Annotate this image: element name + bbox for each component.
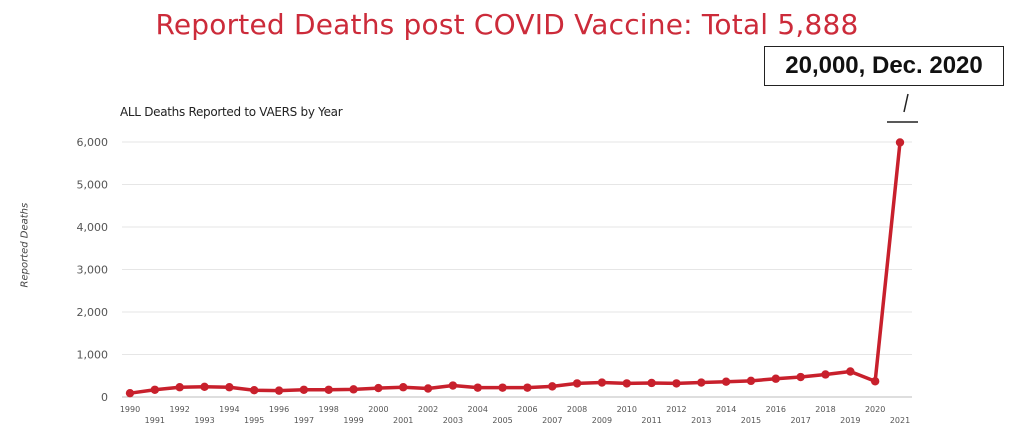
data-point	[125, 388, 135, 398]
x-tick-label: 1997	[294, 416, 314, 425]
data-point	[225, 383, 234, 392]
x-tick-label: 1999	[343, 416, 363, 425]
y-tick-label: 4,000	[77, 221, 109, 234]
x-tick-label: 2009	[592, 416, 612, 425]
x-tick-label: 2020	[865, 405, 885, 414]
y-tick-label: 2,000	[77, 306, 109, 319]
x-tick-label: 1993	[194, 416, 214, 425]
data-point	[349, 385, 358, 394]
callout-leader	[903, 93, 909, 113]
x-tick-label: 2011	[641, 416, 661, 425]
data-point	[895, 138, 905, 147]
data-point	[423, 384, 433, 393]
x-tick-label: 1990	[120, 405, 140, 414]
annotation-callout: 20,000, Dec. 2020	[764, 46, 1004, 86]
y-tick-label: 5,000	[77, 179, 109, 192]
data-point	[249, 386, 259, 395]
series-line	[129, 142, 902, 395]
data-point	[200, 382, 209, 391]
y-tick-label: 1,000	[77, 349, 109, 362]
data-point	[870, 377, 880, 386]
x-tick-label: 2017	[790, 416, 810, 425]
data-point	[597, 378, 607, 387]
x-axis-ticks: 1990 1991 1992 1993 1994 1995 1996 1997 1998 1999…	[120, 405, 910, 425]
x-tick-label: 1996	[269, 405, 289, 414]
y-tick-label: 0	[101, 391, 108, 404]
page-title: Reported Deaths post COVID Vaccine: Tota…	[155, 8, 859, 41]
data-point	[274, 386, 284, 395]
x-tick-label: 2019	[840, 416, 860, 425]
x-tick-label: 2016	[766, 405, 786, 414]
x-tick-label: 2006	[517, 405, 537, 414]
x-tick-label: 1998	[319, 405, 339, 414]
x-tick-label: 2002	[418, 405, 438, 414]
x-tick-label: 2014	[716, 405, 736, 414]
x-tick-label: 2015	[741, 416, 761, 425]
data-point	[299, 385, 309, 394]
data-point	[175, 383, 184, 392]
data-point	[150, 385, 160, 394]
x-tick-label: 2013	[691, 416, 711, 425]
data-point	[721, 377, 731, 386]
chart-title: ALL Deaths Reported to VAERS by Year	[120, 105, 343, 119]
y-tick-label: 6,000	[77, 136, 109, 149]
x-tick-label: 2000	[368, 405, 388, 414]
x-tick-label: 2003	[443, 416, 463, 425]
x-tick-label: 2018	[815, 405, 835, 414]
x-tick-label: 1992	[169, 405, 189, 414]
y-axis-ticks: 0 1,000 2,000 3,000 4,000 5,000 6,000	[77, 136, 109, 404]
data-point	[572, 379, 582, 388]
data-point	[473, 383, 482, 392]
x-tick-label: 2005	[492, 416, 512, 425]
x-tick-label: 1995	[244, 416, 264, 425]
data-point	[523, 383, 532, 392]
data-point	[796, 372, 805, 382]
x-tick-label: 2021	[890, 416, 910, 425]
callout-pointer	[887, 93, 918, 123]
data-point	[399, 383, 408, 392]
x-tick-label: 2012	[666, 405, 686, 414]
x-tick-label: 2001	[393, 416, 413, 425]
data-point	[622, 379, 631, 388]
x-tick-label: 2008	[567, 405, 587, 414]
data-point	[771, 374, 781, 383]
data-point	[846, 367, 855, 376]
data-point	[498, 383, 507, 392]
data-point	[324, 385, 333, 394]
data-point	[647, 378, 656, 388]
data-point	[746, 376, 756, 386]
x-tick-label: 1991	[145, 416, 165, 425]
x-tick-label: 1994	[219, 405, 239, 414]
x-tick-label: 2004	[468, 405, 488, 414]
series-deaths	[125, 138, 905, 398]
data-point	[374, 383, 383, 393]
data-point	[448, 381, 458, 390]
y-tick-label: 3,000	[77, 264, 109, 277]
x-tick-label: 2010	[617, 405, 637, 414]
x-tick-label: 2007	[542, 416, 562, 425]
data-point	[672, 379, 681, 388]
data-point	[548, 382, 557, 391]
data-point	[821, 370, 830, 379]
gridlines	[122, 141, 912, 398]
data-point	[697, 378, 706, 387]
